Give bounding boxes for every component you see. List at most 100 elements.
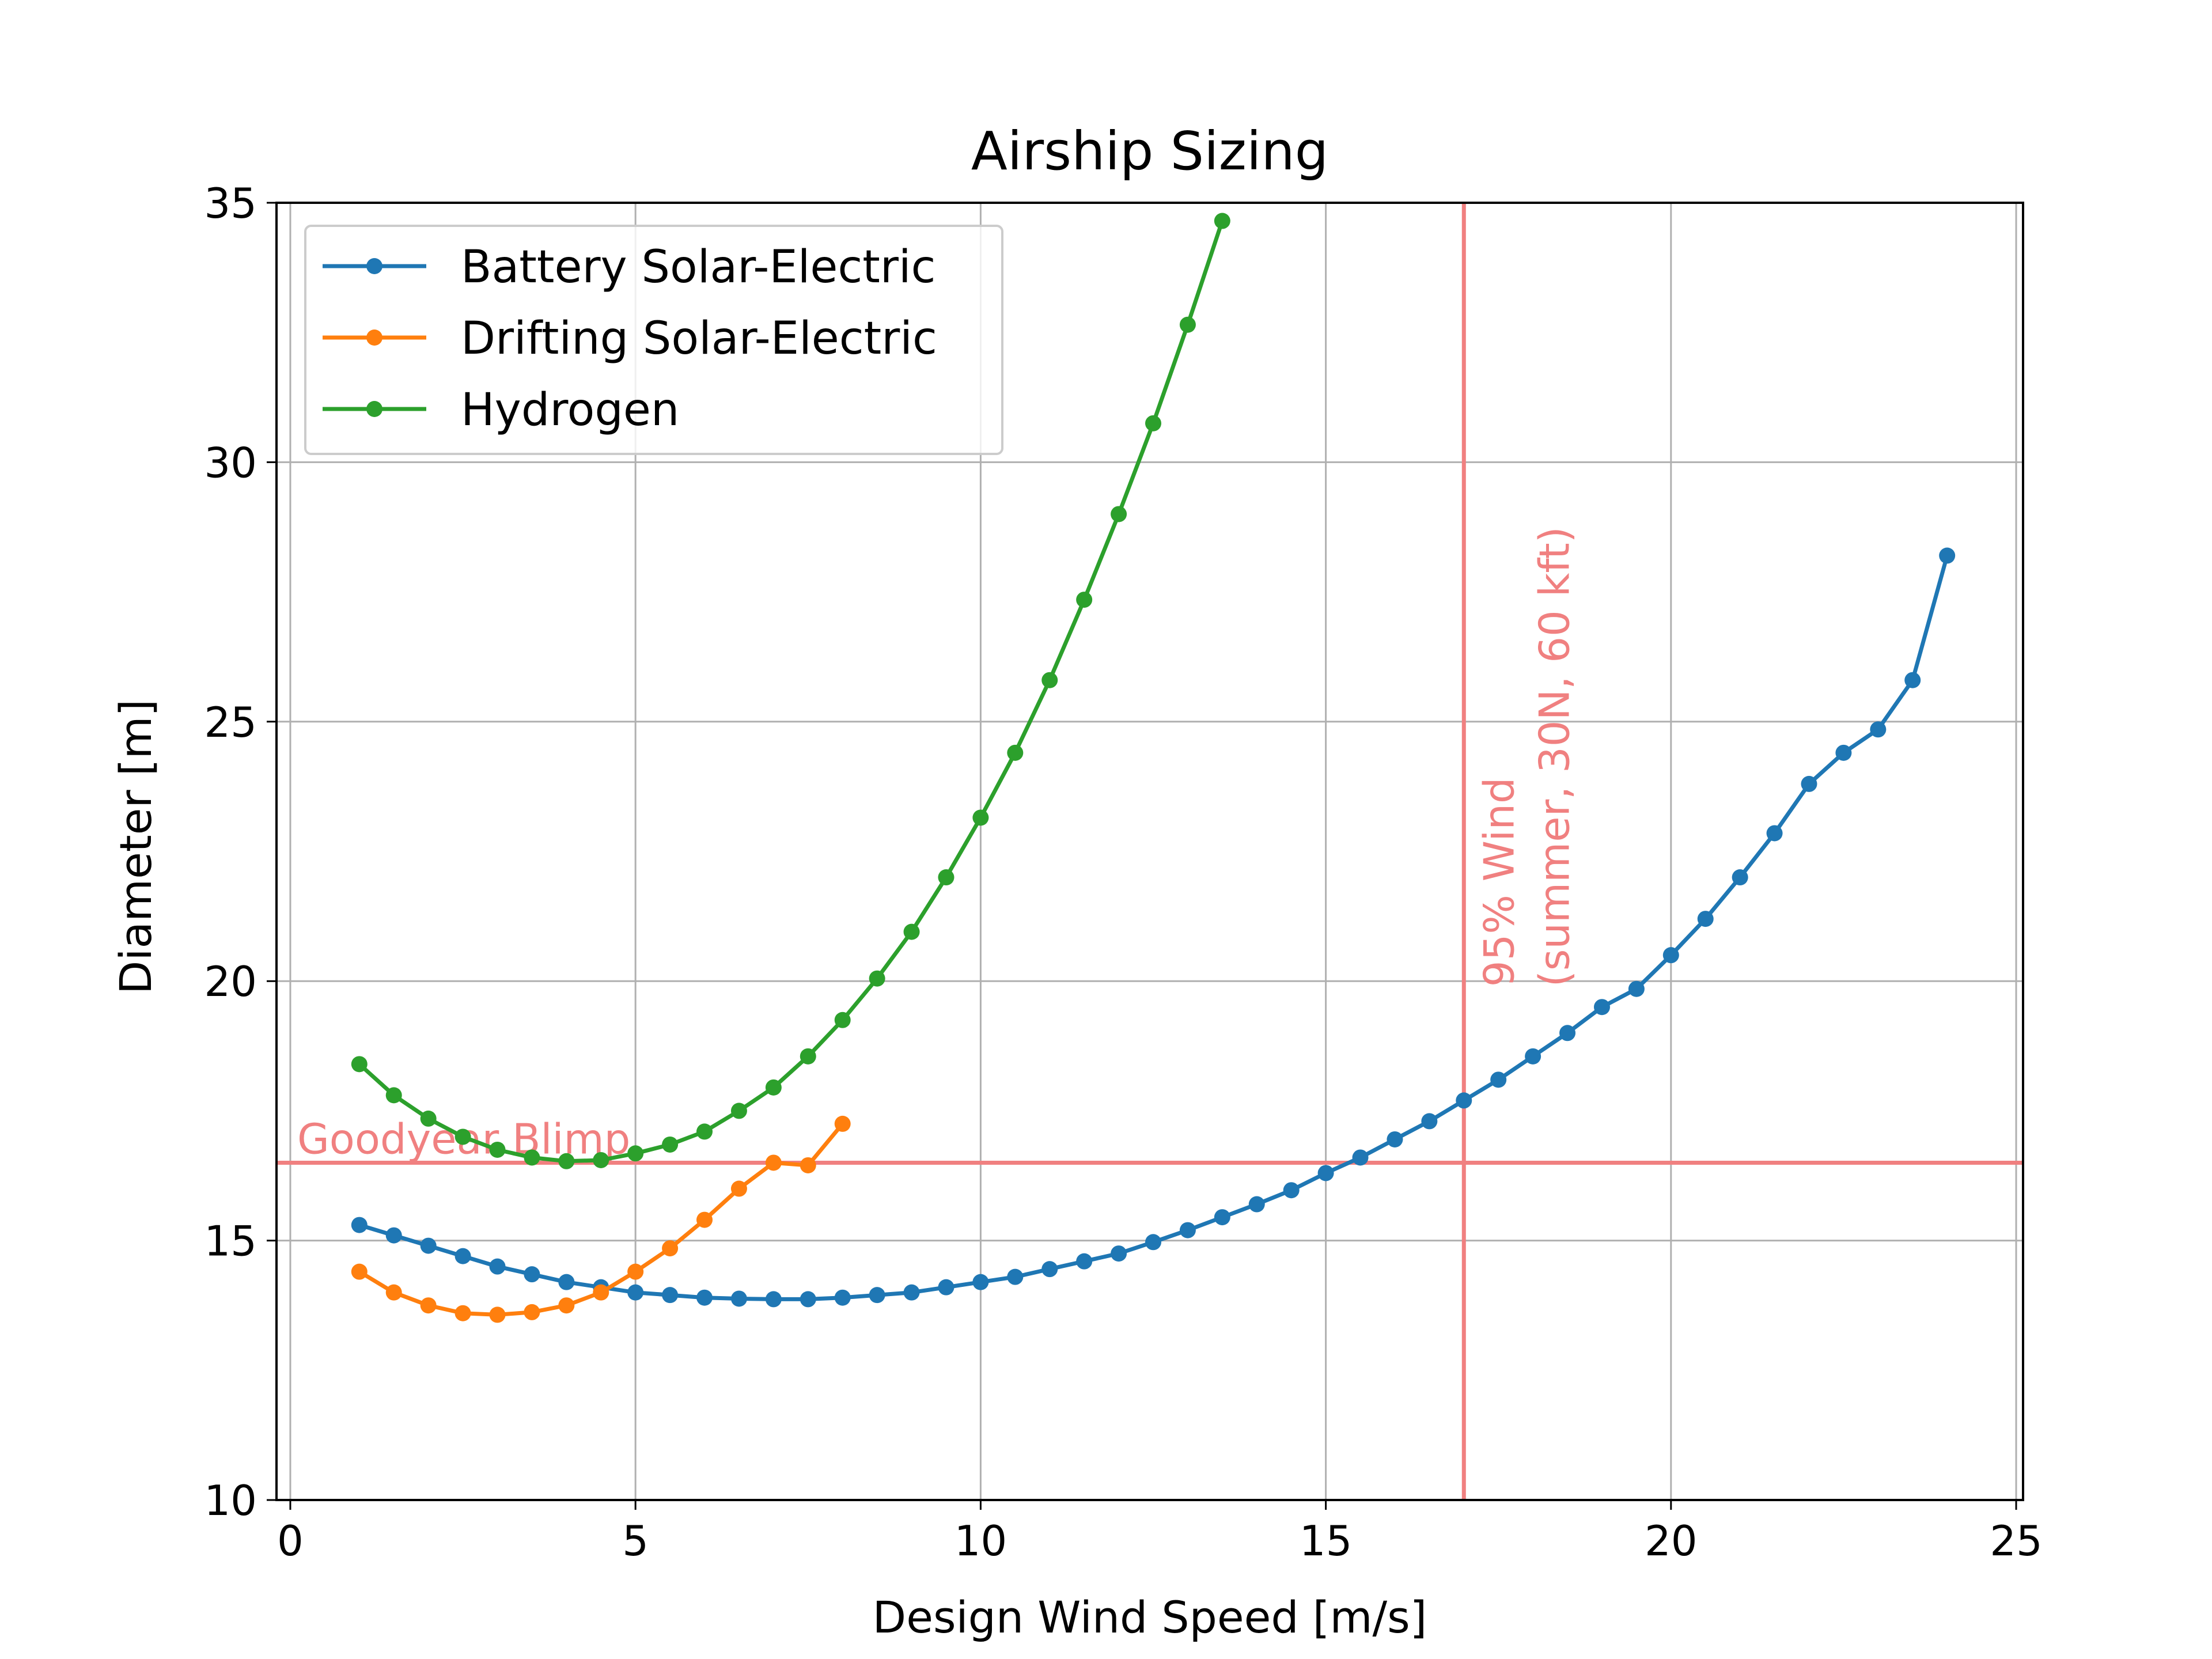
data-point bbox=[454, 1305, 471, 1321]
data-point bbox=[1007, 744, 1024, 761]
data-point bbox=[1801, 775, 1817, 792]
data-point bbox=[385, 1284, 402, 1301]
data-point bbox=[351, 1217, 368, 1233]
data-point bbox=[1939, 547, 1956, 564]
x-axis-label: Design Wind Speed [m/s] bbox=[873, 1592, 1427, 1643]
data-point bbox=[489, 1141, 506, 1158]
data-point bbox=[558, 1274, 575, 1290]
data-point bbox=[834, 1289, 851, 1306]
data-point bbox=[524, 1304, 540, 1320]
legend-label-battery-solar-electric: Battery Solar-Electric bbox=[461, 241, 935, 293]
data-point bbox=[454, 1128, 471, 1145]
data-point bbox=[662, 1287, 679, 1304]
y-axis-label: Diameter [m] bbox=[110, 699, 161, 994]
data-point bbox=[1248, 1196, 1265, 1213]
legend-marker-hydrogen bbox=[366, 401, 382, 417]
data-point bbox=[1904, 672, 1921, 688]
data-point bbox=[1007, 1268, 1024, 1285]
data-point bbox=[1593, 999, 1610, 1016]
data-point bbox=[730, 1290, 747, 1307]
series-group bbox=[351, 213, 1956, 1323]
legend-label-hydrogen: Hydrogen bbox=[461, 384, 679, 436]
data-point bbox=[938, 1279, 955, 1296]
data-point bbox=[593, 1152, 609, 1168]
data-point bbox=[1179, 1222, 1196, 1238]
x-tick-label: 15 bbox=[1300, 1517, 1353, 1565]
data-point bbox=[351, 1263, 368, 1280]
series-drifting-solar-electric bbox=[351, 1115, 851, 1323]
data-point bbox=[1283, 1182, 1300, 1199]
data-point bbox=[420, 1297, 437, 1314]
data-point bbox=[1732, 869, 1748, 886]
data-point bbox=[558, 1153, 575, 1169]
data-point bbox=[730, 1103, 747, 1119]
data-point bbox=[800, 1048, 816, 1065]
data-point bbox=[1870, 721, 1887, 738]
data-point bbox=[869, 970, 885, 987]
data-point bbox=[730, 1180, 747, 1197]
chart-title: Airship Sizing bbox=[971, 120, 1328, 182]
data-point bbox=[1076, 592, 1093, 608]
y-tick-label: 10 bbox=[204, 1476, 257, 1525]
x-tick-label: 0 bbox=[277, 1517, 304, 1565]
legend: Battery Solar-Electric Drifting Solar-Ele… bbox=[304, 225, 1003, 455]
data-point bbox=[489, 1306, 506, 1323]
legend-marker-battery-solar-electric bbox=[366, 258, 382, 274]
data-point bbox=[627, 1263, 644, 1280]
data-point bbox=[765, 1291, 782, 1308]
series-hydrogen bbox=[351, 213, 1230, 1169]
x-tick-label: 5 bbox=[622, 1517, 649, 1565]
data-point bbox=[454, 1248, 471, 1264]
data-point bbox=[869, 1287, 885, 1304]
wind-95-label-line2: (summer, 30N, 60 kft) bbox=[1530, 527, 1578, 987]
data-point bbox=[765, 1154, 782, 1171]
data-point bbox=[1145, 1234, 1161, 1251]
data-point bbox=[972, 809, 989, 826]
data-point bbox=[1835, 744, 1852, 761]
data-point bbox=[524, 1149, 540, 1166]
data-point bbox=[1628, 980, 1645, 997]
data-point bbox=[627, 1145, 644, 1162]
data-point bbox=[834, 1115, 851, 1132]
data-point bbox=[1766, 825, 1783, 842]
plot-frame bbox=[275, 202, 2024, 1501]
data-point bbox=[696, 1289, 713, 1306]
data-point bbox=[696, 1211, 713, 1228]
data-point bbox=[627, 1284, 644, 1301]
legend-marker-drifting-solar-electric bbox=[366, 329, 382, 346]
data-point bbox=[1041, 672, 1058, 688]
data-point bbox=[1317, 1165, 1334, 1181]
data-point bbox=[662, 1240, 679, 1257]
data-point bbox=[1179, 316, 1196, 333]
data-point bbox=[662, 1136, 679, 1153]
data-point bbox=[903, 1284, 920, 1301]
data-point bbox=[972, 1274, 989, 1290]
data-point bbox=[420, 1110, 437, 1127]
data-point bbox=[1697, 911, 1714, 927]
data-point bbox=[903, 923, 920, 940]
y-tick-label: 35 bbox=[204, 179, 257, 228]
data-point bbox=[1352, 1149, 1369, 1166]
data-point bbox=[1421, 1113, 1438, 1130]
y-tick-label: 20 bbox=[204, 957, 257, 1006]
data-point bbox=[385, 1227, 402, 1244]
data-point bbox=[1456, 1092, 1472, 1109]
data-point bbox=[524, 1266, 540, 1283]
data-point bbox=[834, 1012, 851, 1028]
data-point bbox=[1145, 415, 1161, 431]
data-point bbox=[558, 1297, 575, 1314]
data-point bbox=[1214, 1209, 1230, 1226]
data-point bbox=[1111, 1245, 1127, 1262]
data-point bbox=[765, 1079, 782, 1096]
data-point bbox=[696, 1123, 713, 1140]
legend-box bbox=[304, 225, 1003, 455]
data-point bbox=[1525, 1048, 1541, 1065]
data-point bbox=[1387, 1131, 1403, 1147]
data-point bbox=[1076, 1253, 1093, 1270]
y-tick-label: 15 bbox=[204, 1217, 257, 1266]
data-point bbox=[938, 869, 955, 886]
data-point bbox=[1662, 947, 1679, 964]
data-point bbox=[800, 1157, 816, 1173]
legend-label-drifting-solar-electric: Drifting Solar-Electric bbox=[461, 313, 937, 365]
